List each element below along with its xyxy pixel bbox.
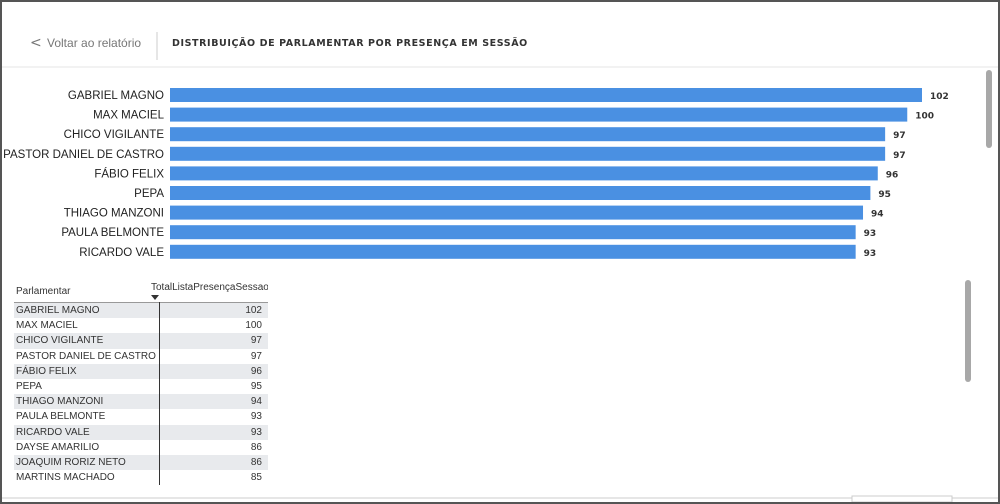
table-cell: 96	[250, 365, 262, 377]
value-label: 97	[893, 151, 906, 161]
table-cell: PASTOR DANIEL DE CASTRO	[16, 350, 156, 362]
page-title: DISTRIBUIÇÃO DE PARLAMENTAR POR PRESENÇA…	[172, 38, 528, 49]
bar	[170, 166, 878, 181]
category-label: GABRIEL MAGNO	[68, 90, 164, 102]
table-row[interactable]: JOAQUIM RORIZ NETO 86	[14, 454, 268, 471]
table: Parlamentar TotalListaPresençaSessao GAB…	[14, 280, 268, 485]
sort-arrow[interactable]	[151, 295, 159, 300]
table-cell: PEPA	[16, 380, 42, 392]
scrollbar[interactable]	[965, 280, 971, 382]
back-arrow[interactable]: <	[30, 35, 42, 51]
table-row[interactable]: CHICO VIGILANTE 97	[14, 333, 268, 349]
column-header[interactable]: TotalListaPresençaSessao	[151, 282, 268, 293]
value-label: 96	[886, 170, 899, 180]
table-cell: JOAQUIM RORIZ NETO	[16, 456, 126, 468]
bar	[170, 244, 856, 259]
category-label: MAX MACIEL	[93, 110, 165, 122]
table-cell: 93	[250, 426, 262, 438]
scrollbar[interactable]	[986, 70, 992, 148]
table-cell: 94	[250, 396, 262, 408]
table-cell: 86	[250, 456, 262, 468]
table-cell: 102	[245, 305, 262, 316]
value-label: 95	[878, 190, 891, 200]
table-cell: CHICO VIGILANTE	[16, 335, 104, 347]
table-cell: 93	[250, 411, 262, 423]
bar	[170, 127, 886, 142]
table-cell: GABRIEL MAGNO	[16, 305, 100, 316]
table-row[interactable]: DAYSE AMARILIO 86	[14, 440, 268, 455]
value-label: 93	[864, 249, 877, 259]
table-row[interactable]: THIAGO MANZONI 94	[14, 394, 268, 410]
table-row[interactable]: PEPA 95	[14, 379, 268, 394]
table-cell: MARTINS MACHADO	[16, 472, 115, 484]
table-body: GABRIEL MAGNO 102 MAX MACIEL 100 CHICO VIGIL…	[14, 303, 268, 485]
column-header[interactable]: Parlamentar	[16, 286, 71, 297]
table-cell: THIAGO MANZONI	[16, 396, 104, 408]
table-row[interactable]: RICARDO VALE 93	[14, 424, 268, 440]
bar	[170, 146, 886, 161]
bar	[170, 88, 922, 102]
category-label: CHICO VIGILANTE	[64, 129, 165, 141]
value-label: 97	[893, 131, 906, 141]
table-cell: 97	[250, 335, 262, 347]
bar	[170, 107, 908, 122]
bar	[170, 205, 864, 220]
footer-tab	[851, 495, 953, 502]
table-cell: RICARDO VALE	[16, 426, 90, 438]
back-link[interactable]: Voltar ao relatório	[47, 36, 141, 50]
category-label: FÁBIO FELIX	[94, 167, 164, 180]
category-label: PAULA BELMONTE	[61, 227, 164, 239]
value-label: 94	[871, 210, 884, 220]
table-header: Parlamentar TotalListaPresençaSessao	[14, 280, 268, 303]
table-row[interactable]: MARTINS MACHADO 85	[14, 470, 268, 485]
category-label: RICARDO VALE	[79, 247, 164, 259]
table-cell: 100	[245, 320, 262, 332]
bar	[170, 186, 871, 200]
table-row[interactable]: FÁBIO FELIX 96	[14, 363, 268, 379]
table-cell: 97	[250, 350, 262, 362]
table-cell: DAYSE AMARILIO	[16, 441, 100, 453]
column-divider	[159, 302, 160, 485]
bar	[170, 225, 856, 240]
table-cell: FÁBIO FELIX	[16, 365, 77, 377]
value-label: 102	[930, 92, 949, 102]
value-label: 100	[915, 112, 934, 122]
table-row[interactable]: PASTOR DANIEL DE CASTRO 97	[14, 349, 268, 364]
table-cell: 95	[250, 380, 262, 392]
category-label: PASTOR DANIEL DE CASTRO	[3, 149, 164, 161]
table-cell: MAX MACIEL	[16, 320, 78, 332]
category-label: THIAGO MANZONI	[64, 208, 164, 220]
table-cell: 85	[250, 472, 262, 484]
table-cell: PAULA BELMONTE	[16, 411, 106, 423]
category-label: PEPA	[134, 188, 164, 200]
table-cell: 86	[250, 441, 262, 453]
table-row[interactable]: PAULA BELMONTE 93	[14, 409, 268, 424]
table-row[interactable]: GABRIEL MAGNO 102	[14, 303, 268, 319]
value-label: 93	[864, 229, 877, 239]
table-row[interactable]: MAX MACIEL 100	[14, 318, 268, 333]
